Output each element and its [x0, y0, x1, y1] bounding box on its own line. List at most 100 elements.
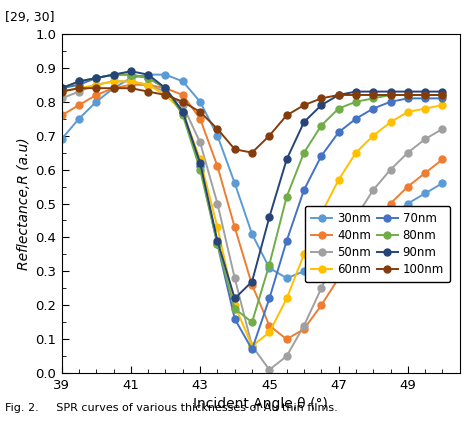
40nm	[439, 157, 445, 162]
80nm	[59, 86, 64, 91]
60nm	[93, 82, 99, 87]
60nm	[249, 343, 255, 349]
70nm	[353, 116, 359, 121]
70nm	[197, 164, 203, 169]
90nm	[301, 120, 307, 125]
60nm	[215, 225, 220, 230]
30nm	[405, 201, 410, 206]
60nm	[180, 109, 186, 114]
70nm	[319, 153, 324, 159]
40nm	[59, 113, 64, 118]
100nm	[439, 92, 445, 98]
90nm	[128, 69, 134, 74]
70nm	[146, 75, 151, 81]
40nm	[336, 276, 341, 281]
50nm	[388, 167, 393, 172]
100nm	[76, 86, 82, 91]
30nm	[59, 137, 64, 142]
60nm	[146, 82, 151, 87]
90nm	[232, 296, 237, 301]
40nm	[284, 337, 290, 342]
40nm	[197, 116, 203, 121]
50nm	[301, 323, 307, 328]
100nm	[249, 150, 255, 155]
80nm	[249, 320, 255, 325]
40nm	[76, 103, 82, 108]
40nm	[422, 170, 428, 176]
60nm	[128, 79, 134, 84]
Legend: 30nm, 40nm, 50nm, 60nm, 70nm, 80nm, 90nm, 100nm: 30nm, 40nm, 50nm, 60nm, 70nm, 80nm, 90nm…	[305, 206, 450, 282]
90nm	[266, 215, 272, 220]
80nm	[266, 262, 272, 267]
60nm	[163, 92, 168, 98]
70nm	[370, 106, 376, 111]
50nm	[76, 89, 82, 94]
80nm	[128, 72, 134, 77]
70nm	[439, 96, 445, 101]
Line: 70nm: 70nm	[58, 71, 446, 353]
80nm	[370, 96, 376, 101]
60nm	[197, 157, 203, 162]
70nm	[249, 347, 255, 352]
90nm	[163, 86, 168, 91]
80nm	[284, 194, 290, 199]
50nm	[197, 140, 203, 145]
100nm	[405, 92, 410, 98]
40nm	[266, 323, 272, 328]
30nm	[284, 276, 290, 281]
100nm	[93, 86, 99, 91]
50nm	[422, 137, 428, 142]
30nm	[111, 86, 117, 91]
60nm	[319, 211, 324, 216]
70nm	[128, 72, 134, 77]
60nm	[422, 106, 428, 111]
30nm	[266, 265, 272, 271]
60nm	[405, 109, 410, 114]
40nm	[93, 92, 99, 98]
100nm	[319, 96, 324, 101]
Y-axis label: Reflectance,R (a.u): Reflectance,R (a.u)	[17, 137, 31, 270]
60nm	[370, 133, 376, 138]
30nm	[93, 99, 99, 104]
50nm	[111, 79, 117, 84]
80nm	[215, 242, 220, 247]
80nm	[111, 72, 117, 77]
70nm	[76, 82, 82, 87]
90nm	[93, 75, 99, 81]
90nm	[388, 89, 393, 94]
80nm	[336, 106, 341, 111]
40nm	[319, 303, 324, 308]
60nm	[76, 86, 82, 91]
60nm	[439, 103, 445, 108]
70nm	[266, 296, 272, 301]
60nm	[336, 177, 341, 182]
50nm	[336, 248, 341, 254]
60nm	[266, 330, 272, 335]
50nm	[93, 82, 99, 87]
80nm	[301, 150, 307, 155]
40nm	[128, 82, 134, 87]
Line: 40nm: 40nm	[58, 81, 446, 343]
50nm	[439, 126, 445, 131]
50nm	[284, 354, 290, 359]
Line: 60nm: 60nm	[58, 78, 446, 349]
30nm	[439, 181, 445, 186]
70nm	[336, 130, 341, 135]
30nm	[336, 245, 341, 250]
70nm	[163, 86, 168, 91]
30nm	[76, 116, 82, 121]
60nm	[111, 79, 117, 84]
70nm	[111, 72, 117, 77]
100nm	[388, 92, 393, 98]
40nm	[215, 164, 220, 169]
50nm	[249, 343, 255, 349]
40nm	[180, 92, 186, 98]
Line: 80nm: 80nm	[58, 71, 446, 326]
X-axis label: Incident Angle,θ (°): Incident Angle,θ (°)	[193, 397, 328, 411]
90nm	[215, 238, 220, 243]
90nm	[59, 86, 64, 91]
Line: 50nm: 50nm	[58, 78, 446, 373]
90nm	[319, 103, 324, 108]
80nm	[388, 92, 393, 98]
100nm	[353, 92, 359, 98]
